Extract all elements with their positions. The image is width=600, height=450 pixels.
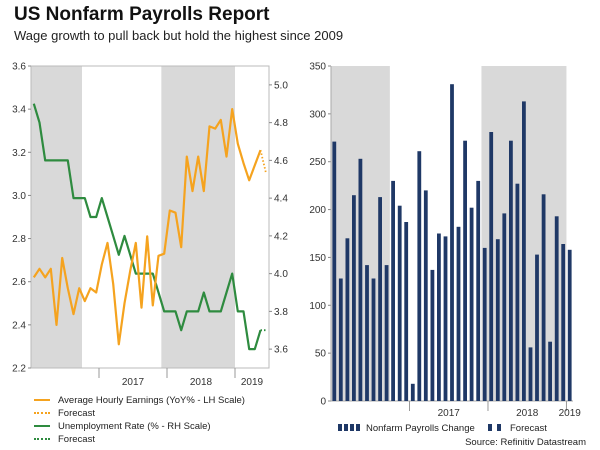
right-y-tick-label: 4.2 — [274, 231, 288, 242]
earnings-line — [32, 107, 262, 346]
bar-y-tick-label: 50 — [315, 349, 327, 360]
payrolls-bar — [535, 254, 539, 401]
legend-swatch-unemployment — [34, 425, 50, 428]
payrolls-bar — [489, 132, 494, 401]
payrolls-bar — [358, 158, 363, 401]
left-shaded-period-1 — [161, 66, 235, 368]
right-y-tick-label: 3.6 — [274, 345, 288, 356]
payrolls-bar — [541, 194, 546, 401]
legend-swatch-unemployment-forecast — [34, 438, 50, 441]
left-y-tick-label: 3.6 — [12, 62, 26, 73]
source-note: Source: Refinitiv Datastream — [465, 437, 586, 448]
payrolls-bar — [384, 265, 389, 401]
left-y-tick-label: 2.2 — [12, 364, 26, 375]
right-y-tick-label: 5.0 — [274, 80, 288, 91]
payrolls-bar — [502, 213, 507, 401]
payrolls-bar — [430, 269, 435, 401]
right-y-tick-label: 4.4 — [274, 194, 288, 205]
bar-y-tick-label: 250 — [309, 157, 326, 168]
bar-x-tick-label: 2018 — [516, 408, 539, 419]
legend-swatch-payrolls-forecast — [487, 423, 506, 434]
left-y-tick-label: 3.0 — [12, 191, 26, 202]
payrolls-bar — [456, 226, 461, 401]
payrolls-bar — [338, 278, 343, 401]
payrolls-bar — [365, 265, 369, 401]
left-y-tick-label: 2.6 — [12, 277, 26, 288]
payrolls-bar — [391, 180, 395, 401]
payrolls-bar — [332, 141, 337, 401]
payrolls-bar — [423, 190, 428, 401]
payrolls-bar — [443, 236, 448, 401]
payrolls-bar — [548, 341, 552, 401]
payrolls-bar — [476, 180, 481, 401]
payrolls-bar — [463, 140, 467, 401]
bar-y-tick-label: 0 — [320, 397, 326, 408]
bar-x-tick-label: 2019 — [559, 408, 582, 419]
payrolls-bar — [522, 101, 526, 402]
left-x-tick-label: 2018 — [190, 377, 213, 388]
right-y-tick-label: 4.8 — [274, 118, 288, 129]
payrolls-bar — [378, 197, 382, 401]
bar-y-tick-label: 150 — [309, 253, 326, 264]
left-chart-legend: Average Hourly Earnings (YoY% - LH Scale… — [34, 394, 245, 446]
bar-y-tick-label: 300 — [309, 109, 326, 120]
left-y-tick-label: 2.4 — [12, 320, 26, 331]
bar-y-tick-label: 200 — [309, 205, 326, 216]
right-y-tick-label: 4.0 — [274, 269, 288, 280]
payrolls-bar — [509, 140, 513, 401]
payrolls-forecast-bar — [567, 249, 572, 401]
payrolls-bar — [352, 195, 356, 401]
earnings-forecast-line — [259, 149, 268, 175]
left-y-tick-label: 2.8 — [12, 234, 26, 245]
payrolls-bar — [397, 205, 402, 401]
bar-x-tick-label: 2017 — [438, 408, 461, 419]
right-y-tick-label: 4.6 — [274, 156, 288, 167]
legend-label-payrolls: Nonfarm Payrolls Change — [366, 423, 475, 435]
payrolls-bar — [528, 347, 533, 401]
legend-label-earnings-forecast: Forecast — [58, 408, 95, 419]
legend-label-unemployment: Unemployment Rate (% - RH Scale) — [58, 421, 211, 432]
payrolls-bar — [404, 222, 409, 401]
legend-item-earnings-forecast: Forecast — [34, 407, 245, 420]
right-chart-legend: Nonfarm Payrolls Change Forecast — [338, 423, 547, 434]
chart-subtitle: Wage growth to pull back but hold the hi… — [14, 28, 344, 43]
payrolls-bar — [417, 151, 422, 401]
payrolls-bar — [371, 278, 376, 401]
right-y-tick-label: 3.8 — [274, 307, 288, 318]
unemployment-line — [32, 103, 262, 351]
payrolls-bar — [495, 239, 500, 401]
legend-item-unemployment-forecast: Forecast — [34, 433, 245, 446]
legend-swatch-payrolls — [338, 423, 362, 434]
legend-swatch-earnings — [34, 399, 50, 402]
left-y-tick-label: 3.2 — [12, 148, 26, 159]
left-y-tick-label: 3.4 — [12, 105, 26, 116]
legend-swatch-earnings-forecast — [34, 412, 50, 415]
payrolls-bar — [561, 244, 566, 401]
payrolls-bar — [515, 183, 520, 401]
legend-item-earnings: Average Hourly Earnings (YoY% - LH Scale… — [34, 394, 245, 407]
chart-title: US Nonfarm Payrolls Report — [14, 4, 270, 25]
legend-item-unemployment: Unemployment Rate (% - RH Scale) — [34, 420, 245, 433]
payrolls-bar — [345, 238, 350, 401]
payrolls-bar — [450, 84, 454, 401]
bar-y-tick-label: 350 — [309, 62, 326, 73]
bar-y-tick-label: 100 — [309, 301, 326, 312]
payrolls-bar — [554, 216, 559, 401]
left-x-tick-label: 2017 — [122, 377, 145, 388]
left-plot-frame — [30, 65, 270, 369]
payrolls-bar — [437, 233, 441, 401]
payrolls-bar — [482, 247, 487, 401]
payrolls-bar — [410, 383, 415, 401]
legend-label-unemployment-forecast: Forecast — [58, 434, 95, 445]
left-x-tick-label: 2019 — [241, 377, 264, 388]
legend-label-payrolls-forecast: Forecast — [509, 423, 547, 435]
payrolls-bar — [469, 207, 474, 401]
legend-label-earnings: Average Hourly Earnings (YoY% - LH Scale… — [58, 395, 245, 406]
